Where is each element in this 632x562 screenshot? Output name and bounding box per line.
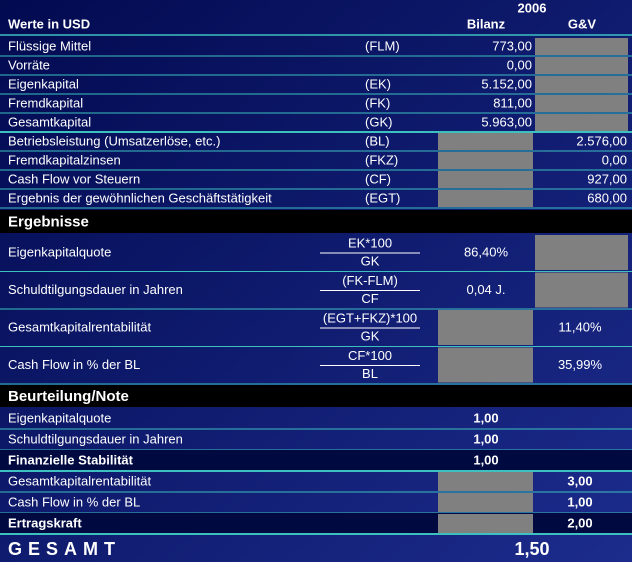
cell-value: 5.963,00: [481, 114, 532, 129]
cell-value: 2.576,00: [576, 133, 627, 148]
cell-value: 773,00: [492, 38, 532, 53]
grade: 2,00: [567, 515, 592, 530]
formula-numerator: (FK-FLM): [342, 273, 398, 288]
grade: 1,00: [473, 431, 498, 446]
formula-denominator: BL: [362, 366, 378, 381]
row-label: Gesamtkapitalrentabilität: [8, 319, 151, 334]
cell-value: 86,40%: [464, 244, 509, 259]
formula-numerator: (EGT+FKZ)*100: [323, 310, 417, 325]
row-label: Cash Flow in % der BL: [8, 494, 140, 509]
empty-cell: [535, 114, 628, 131]
row-label: Schuldtilgungsdauer in Jahren: [8, 282, 183, 297]
row-abbr: (FK): [365, 95, 390, 110]
empty-cell: [535, 76, 628, 93]
empty-cell: [535, 235, 628, 270]
empty-cell: [438, 472, 533, 491]
empty-cell: [438, 347, 533, 383]
formula-denominator: GK: [361, 328, 380, 343]
row-label: Cash Flow in % der BL: [8, 357, 140, 372]
row-abbr: (BL): [365, 133, 390, 148]
section-title: Ergebnisse: [8, 213, 89, 230]
col-header: Bilanz: [467, 16, 506, 31]
formula-numerator: CF*100: [348, 348, 392, 363]
row-label: Finanzielle Stabilität: [8, 452, 134, 467]
empty-cell: [535, 57, 628, 74]
row-label: Fremdkapitalzinsen: [8, 152, 121, 167]
empty-cell: [535, 272, 628, 308]
empty-cell: [438, 171, 533, 188]
row-abbr: (EK): [365, 76, 391, 91]
cell-value: 0,00: [602, 152, 627, 167]
cell-value: 680,00: [587, 190, 627, 205]
summary-band: [0, 450, 632, 471]
section-band: [0, 210, 632, 233]
row-label: Cash Flow vor Steuern: [8, 171, 140, 186]
cell-value: 11,40%: [558, 319, 602, 334]
row-abbr: (CF): [365, 171, 391, 186]
row-label: Vorräte: [8, 57, 50, 72]
empty-cell: [438, 190, 533, 207]
row-label: Gesamtkapital: [8, 114, 91, 129]
section-title: Beurteilung/Note: [8, 388, 129, 405]
row-label: Schuldtilgungsdauer in Jahren: [8, 431, 183, 446]
empty-cell: [438, 514, 533, 533]
grade: 3,00: [567, 473, 592, 488]
row-label: Eigenkapitalquote: [8, 244, 111, 259]
cell-value: 927,00: [587, 171, 627, 186]
cell-value: 811,00: [493, 95, 532, 110]
cell-value: 5.152,00: [481, 76, 532, 91]
section-band: [0, 385, 632, 407]
row-label: Ergebnis der gewöhnlichen Geschäftstätig…: [8, 190, 272, 205]
total-label: GESAMT: [8, 539, 121, 559]
formula-denominator: GK: [361, 253, 380, 268]
total-value: 1,50: [514, 539, 549, 559]
row-label: Eigenkapital: [8, 76, 79, 91]
empty-cell: [535, 95, 628, 112]
row-abbr: (FKZ): [365, 152, 398, 167]
year: 2006: [518, 0, 547, 15]
empty-cell: [535, 38, 628, 55]
row-label: Flüssige Mittel: [8, 38, 91, 53]
row-label: Betriebsleistung (Umsatzerlöse, etc.): [8, 133, 220, 148]
summary-band: [0, 513, 632, 534]
cell-value: 0,00: [507, 57, 532, 72]
row-label: Fremdkapital: [8, 95, 83, 110]
row-abbr: (EGT): [365, 190, 400, 205]
empty-cell: [438, 310, 533, 345]
empty-cell: [438, 152, 533, 169]
row-abbr: (GK): [365, 114, 392, 129]
table-title: Werte in USD: [8, 16, 90, 31]
grade: 1,00: [473, 410, 498, 425]
empty-cell: [438, 133, 533, 150]
row-abbr: (FLM): [365, 38, 400, 53]
grade: 1,00: [473, 452, 498, 467]
formula-denominator: CF: [361, 291, 378, 306]
formula-numerator: EK*100: [348, 235, 392, 250]
cell-value: 35,99%: [558, 357, 603, 372]
row-label: Gesamtkapitalrentabilität: [8, 473, 151, 488]
row-label: Ertragskraft: [8, 515, 82, 530]
cell-value: 0,04 J.: [466, 282, 505, 297]
col-header: G&V: [568, 16, 597, 31]
row-label: Eigenkapitalquote: [8, 410, 111, 425]
grade: 1,00: [567, 494, 592, 509]
empty-cell: [438, 493, 533, 512]
